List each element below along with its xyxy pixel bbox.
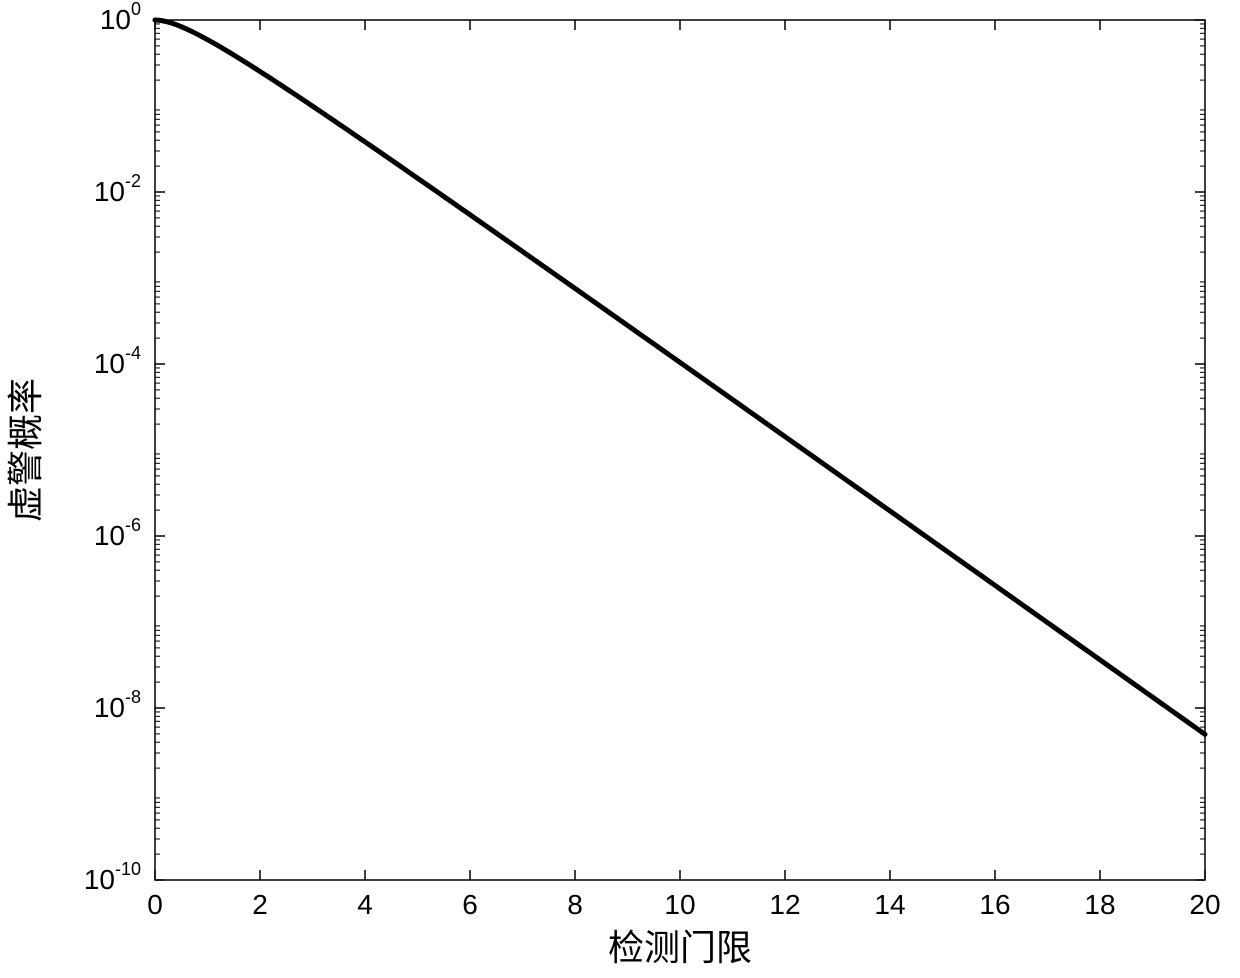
y-tick-label: 10-2 bbox=[94, 171, 141, 207]
y-tick-label: 10-4 bbox=[94, 343, 141, 379]
y-tick-label: 10-8 bbox=[94, 687, 141, 723]
x-tick-label: 14 bbox=[874, 889, 905, 920]
x-tick-label: 6 bbox=[462, 889, 478, 920]
x-tick-label: 2 bbox=[252, 889, 268, 920]
x-tick-label: 20 bbox=[1189, 889, 1220, 920]
x-tick-label: 18 bbox=[1084, 889, 1115, 920]
x-tick-label: 4 bbox=[357, 889, 373, 920]
x-tick-label: 12 bbox=[769, 889, 800, 920]
plot-box bbox=[155, 20, 1205, 880]
y-tick-label: 100 bbox=[100, 0, 141, 35]
x-tick-label: 8 bbox=[567, 889, 583, 920]
chart-container: 0 2 4 6 8 10 12 14 16 18 20 10-10 10-8 10-6 10-4 10-2 10… bbox=[0, 0, 1240, 978]
chart-svg: 0 2 4 6 8 10 12 14 16 18 20 10-10 10-8 10-6 10-4 10-2 10… bbox=[0, 0, 1240, 978]
x-tick-label: 0 bbox=[147, 889, 163, 920]
y-axis-label: 虚警概率 bbox=[6, 378, 46, 522]
x-axis-label: 检测门限 bbox=[608, 928, 752, 968]
y-tick-label: 10-6 bbox=[94, 515, 141, 551]
y-tick-label: 10-10 bbox=[84, 859, 141, 895]
x-tick-label: 10 bbox=[664, 889, 695, 920]
x-tick-label: 16 bbox=[979, 889, 1010, 920]
